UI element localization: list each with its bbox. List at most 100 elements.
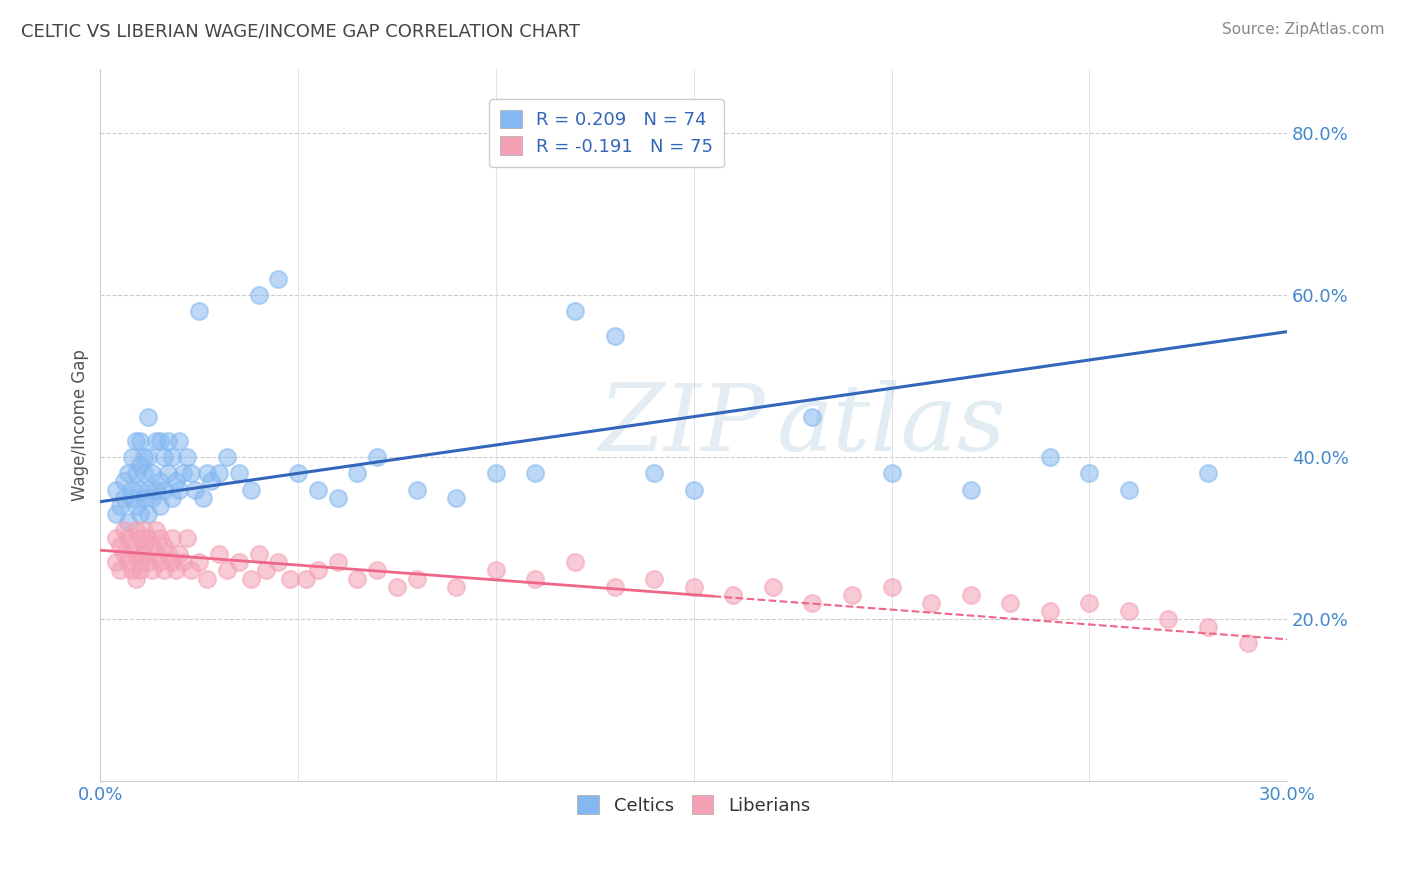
Point bbox=[136, 507, 159, 521]
Point bbox=[208, 467, 231, 481]
Point bbox=[1039, 450, 1062, 464]
Point bbox=[762, 580, 785, 594]
Point bbox=[239, 572, 262, 586]
Point bbox=[278, 572, 301, 586]
Point bbox=[184, 483, 207, 497]
Point bbox=[149, 475, 172, 489]
Point bbox=[208, 547, 231, 561]
Point bbox=[136, 409, 159, 424]
Point bbox=[1197, 467, 1219, 481]
Point bbox=[801, 596, 824, 610]
Point bbox=[160, 555, 183, 569]
Point bbox=[920, 596, 942, 610]
Point bbox=[346, 467, 368, 481]
Point bbox=[125, 547, 148, 561]
Point bbox=[152, 564, 174, 578]
Point bbox=[145, 483, 167, 497]
Point bbox=[1118, 483, 1140, 497]
Point bbox=[1157, 612, 1180, 626]
Point bbox=[643, 467, 665, 481]
Point bbox=[172, 555, 194, 569]
Point bbox=[160, 531, 183, 545]
Point bbox=[880, 580, 903, 594]
Point bbox=[524, 572, 547, 586]
Point bbox=[169, 434, 191, 448]
Point bbox=[152, 539, 174, 553]
Point bbox=[156, 547, 179, 561]
Point bbox=[129, 507, 152, 521]
Point bbox=[564, 555, 586, 569]
Point bbox=[141, 564, 163, 578]
Point bbox=[125, 499, 148, 513]
Text: ZIP: ZIP bbox=[599, 380, 765, 470]
Point bbox=[385, 580, 408, 594]
Point bbox=[112, 547, 135, 561]
Y-axis label: Wage/Income Gap: Wage/Income Gap bbox=[72, 349, 89, 500]
Point bbox=[156, 467, 179, 481]
Point bbox=[125, 467, 148, 481]
Point bbox=[215, 564, 238, 578]
Point bbox=[267, 272, 290, 286]
Point bbox=[405, 483, 427, 497]
Point bbox=[1236, 636, 1258, 650]
Point bbox=[149, 499, 172, 513]
Point bbox=[132, 547, 155, 561]
Point bbox=[121, 564, 143, 578]
Point bbox=[172, 467, 194, 481]
Point bbox=[188, 555, 211, 569]
Point bbox=[564, 304, 586, 318]
Point bbox=[125, 523, 148, 537]
Point bbox=[247, 547, 270, 561]
Point bbox=[129, 434, 152, 448]
Point bbox=[129, 555, 152, 569]
Point bbox=[247, 288, 270, 302]
Point bbox=[125, 434, 148, 448]
Point bbox=[446, 491, 468, 505]
Point bbox=[326, 555, 349, 569]
Point bbox=[132, 450, 155, 464]
Point bbox=[195, 572, 218, 586]
Point bbox=[215, 450, 238, 464]
Point bbox=[108, 499, 131, 513]
Point bbox=[105, 531, 128, 545]
Point bbox=[180, 564, 202, 578]
Point bbox=[160, 491, 183, 505]
Point bbox=[405, 572, 427, 586]
Point bbox=[176, 531, 198, 545]
Point bbox=[132, 467, 155, 481]
Point bbox=[132, 539, 155, 553]
Point bbox=[141, 539, 163, 553]
Point bbox=[165, 475, 187, 489]
Point bbox=[112, 475, 135, 489]
Point bbox=[643, 572, 665, 586]
Point bbox=[295, 572, 318, 586]
Point bbox=[125, 572, 148, 586]
Point bbox=[105, 483, 128, 497]
Text: CELTIC VS LIBERIAN WAGE/INCOME GAP CORRELATION CHART: CELTIC VS LIBERIAN WAGE/INCOME GAP CORRE… bbox=[21, 22, 581, 40]
Point bbox=[239, 483, 262, 497]
Point bbox=[105, 555, 128, 569]
Point bbox=[129, 564, 152, 578]
Point bbox=[169, 547, 191, 561]
Legend: Celtics, Liberians: Celtics, Liberians bbox=[567, 784, 821, 825]
Point bbox=[156, 434, 179, 448]
Point bbox=[366, 564, 388, 578]
Point bbox=[160, 450, 183, 464]
Point bbox=[145, 523, 167, 537]
Point bbox=[524, 467, 547, 481]
Point bbox=[112, 523, 135, 537]
Point bbox=[307, 564, 329, 578]
Point bbox=[129, 483, 152, 497]
Point bbox=[228, 555, 250, 569]
Point bbox=[132, 523, 155, 537]
Point bbox=[959, 588, 981, 602]
Point bbox=[136, 483, 159, 497]
Point bbox=[682, 580, 704, 594]
Point bbox=[136, 450, 159, 464]
Point bbox=[117, 555, 139, 569]
Point bbox=[1197, 620, 1219, 634]
Point bbox=[145, 547, 167, 561]
Point bbox=[169, 483, 191, 497]
Point bbox=[959, 483, 981, 497]
Point bbox=[682, 483, 704, 497]
